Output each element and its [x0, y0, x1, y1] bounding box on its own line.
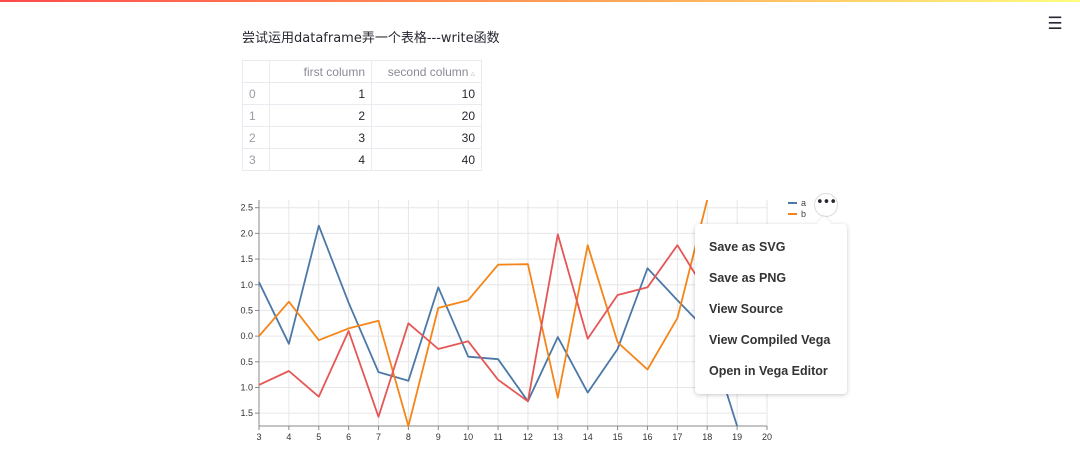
table-cell[interactable]: 1	[269, 82, 372, 105]
table-header-row: first column second column ▵	[242, 60, 482, 83]
column-header-second-label: second column	[387, 64, 469, 79]
series-line-series-3	[258, 233, 708, 418]
x-tick-label: 7	[376, 432, 381, 442]
legend-label-b: b	[801, 209, 806, 219]
row-index: 2	[242, 126, 270, 149]
x-tick-label: 19	[732, 432, 742, 442]
column-header-first[interactable]: first column	[269, 60, 372, 83]
chart-actions-menu: Save as SVG Save as PNG View Source View…	[695, 224, 847, 394]
x-tick-label: 15	[613, 432, 623, 442]
x-tick-label: 16	[642, 432, 652, 442]
table-cell[interactable]: 10	[371, 82, 482, 105]
column-header-second[interactable]: second column ▵	[371, 60, 482, 83]
menu-item-view-source[interactable]: View Source	[709, 302, 784, 316]
chart-axes: 3 4 5 6 7 8 9 10 11 12 13 14 15 16 17 18 19 20 2.5 2.0 1.5 1.…	[240, 200, 772, 442]
chart-legend: ab	[788, 198, 806, 219]
table-cell[interactable]: 20	[371, 104, 482, 127]
line-chart: 3 4 5 6 7 8 9 10 11 12 13 14 15 16 17 18 19 20 2.5 2.0 1.5 1.…	[235, 190, 855, 453]
table-row: 3 4 40	[242, 148, 482, 171]
series-line-a	[258, 224, 738, 427]
table-row: 1 2 20	[242, 104, 482, 127]
table-cell[interactable]: 40	[371, 148, 482, 171]
y-tick-label: 1.0	[240, 382, 253, 392]
x-tick-label: 14	[583, 432, 593, 442]
table-cell[interactable]: 30	[371, 126, 482, 149]
legend-label-a: a	[801, 198, 806, 208]
menu-item-save-png[interactable]: Save as PNG	[709, 271, 787, 285]
y-tick-label: 1.5	[240, 254, 253, 264]
y-tick-label: 1.5	[240, 408, 253, 418]
y-tick-label: 0.5	[240, 357, 253, 367]
y-tick-label: 0.5	[240, 305, 253, 315]
x-tick-label: 5	[316, 432, 321, 442]
y-tick-label: 2.0	[240, 228, 253, 238]
x-tick-label: 13	[553, 432, 563, 442]
y-tick-label: 2.5	[240, 203, 253, 213]
x-tick-label: 3	[256, 432, 261, 442]
x-tick-label: 12	[523, 432, 533, 442]
x-tick-label: 4	[286, 432, 291, 442]
table-row: 0 1 10	[242, 82, 482, 105]
x-tick-label: 17	[672, 432, 682, 442]
menu-item-view-compiled-vega[interactable]: View Compiled Vega	[709, 333, 831, 347]
x-tick-label: 18	[702, 432, 712, 442]
menu-item-save-svg[interactable]: Save as SVG	[709, 240, 786, 254]
row-index: 3	[242, 148, 270, 171]
menu-item-open-vega-editor[interactable]: Open in Vega Editor	[709, 364, 828, 378]
y-tick-label: 1.0	[240, 280, 253, 290]
top-decoration-bar	[0, 0, 1080, 2]
table-cell[interactable]: 3	[269, 126, 372, 149]
chart-series	[258, 199, 738, 427]
index-column-header[interactable]	[242, 60, 270, 83]
table-cell[interactable]: 2	[269, 104, 372, 127]
table-row: 2 3 30	[242, 126, 482, 149]
dataframe-table: first column second column ▵ 0 1 10 1 2 2…	[242, 60, 482, 171]
chart-actions-button[interactable]: •••	[814, 193, 838, 217]
chart-grid	[258, 200, 768, 426]
x-tick-label: 8	[406, 432, 411, 442]
page-title: 尝试运用dataframe弄一个表格---write函数	[242, 31, 500, 46]
series-line-b	[258, 199, 709, 427]
sort-icon[interactable]: ▵	[470, 67, 475, 78]
x-tick-label: 10	[463, 432, 473, 442]
chart-svg: 3 4 5 6 7 8 9 10 11 12 13 14 15 16 17 18 19 20 2.5 2.0 1.5 1.…	[240, 198, 806, 442]
row-index: 1	[242, 104, 270, 127]
y-tick-label: 0.0	[240, 331, 253, 341]
table-cell[interactable]: 4	[269, 148, 372, 171]
x-tick-label: 9	[436, 432, 441, 442]
hamburger-menu-icon[interactable]: ☰	[1047, 14, 1063, 34]
x-tick-label: 6	[346, 432, 351, 442]
row-index: 0	[242, 82, 270, 105]
x-tick-label: 20	[762, 432, 772, 442]
x-tick-label: 11	[493, 432, 502, 442]
